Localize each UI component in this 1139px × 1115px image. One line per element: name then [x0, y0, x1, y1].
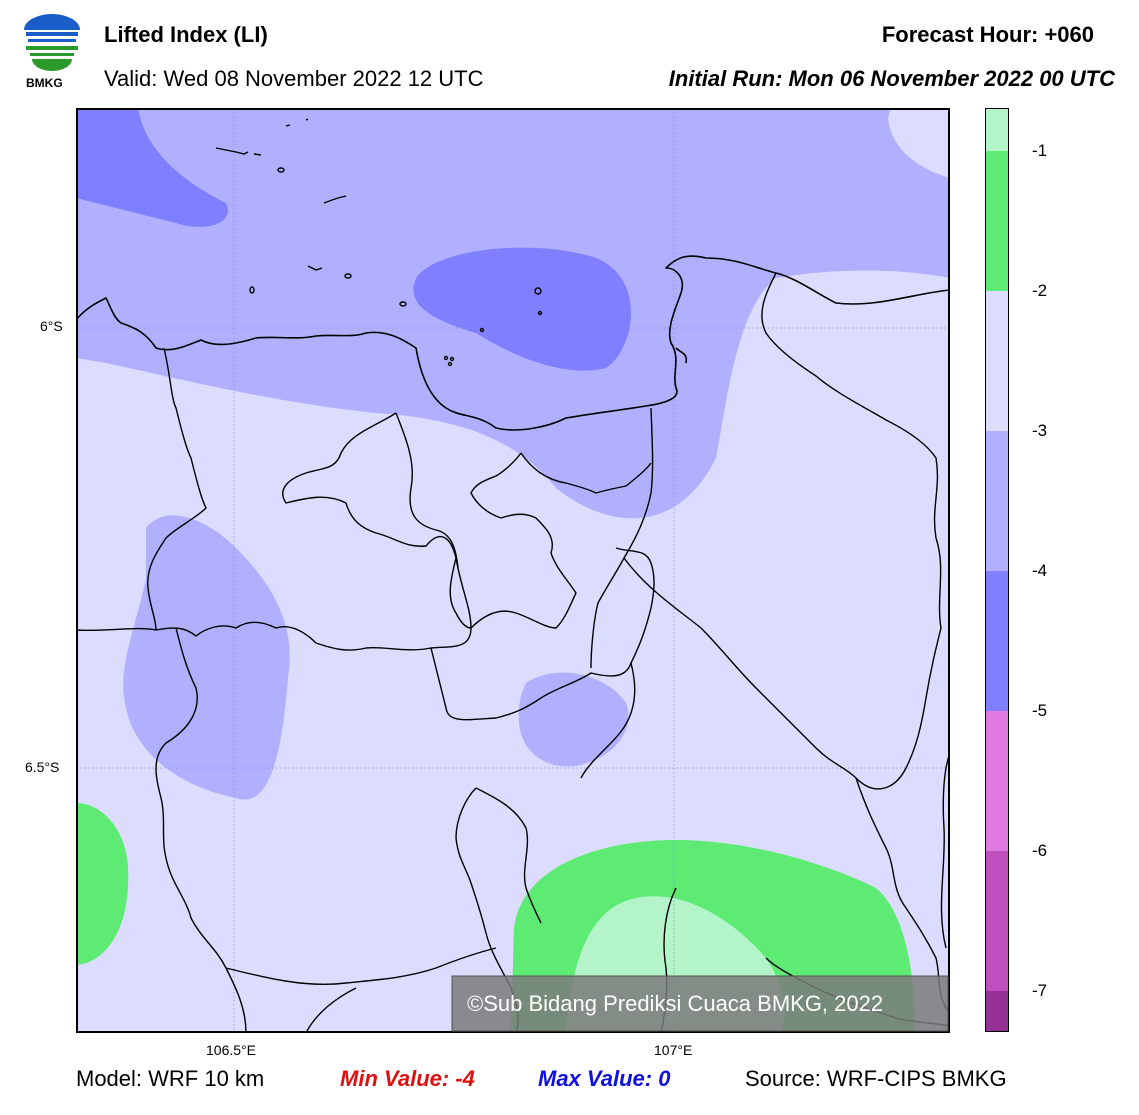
colorbar-tick-label: -6 [1032, 841, 1048, 860]
field-topleft-strong [76, 108, 228, 227]
valid-time: Valid: Wed 08 November 2022 12 UTC [104, 66, 484, 91]
forecast-hour: Forecast Hour: +060 [881, 22, 1094, 47]
field-left-blob [123, 515, 290, 800]
lon-label-106-5e: 106.5°E [206, 1042, 256, 1058]
initial-run: Initial Run: Mon 06 November 2022 00 UTC [668, 66, 1115, 91]
max-value: Max Value: 0 [538, 1066, 671, 1091]
colorbar-segment [986, 431, 1008, 571]
field-center-blob [518, 672, 629, 767]
colorbar-segment [986, 711, 1008, 851]
colorbar-tick-label: -3 [1032, 421, 1048, 440]
field-topright [888, 108, 950, 178]
source-info: Source: WRF-CIPS BMKG [745, 1066, 1007, 1091]
colorbar-tick-label: -2 [1032, 281, 1048, 300]
watermark-box [451, 975, 949, 1032]
colorbar-segment [986, 151, 1008, 291]
colorbar-segment [986, 991, 1008, 1031]
min-value: Min Value: -4 [340, 1066, 475, 1091]
colorbar-tick-label: -7 [1032, 981, 1048, 1000]
colorbar-segment [986, 109, 1008, 151]
lat-label-6-5s: 6.5°S [25, 759, 60, 775]
map-title: Lifted Index (LI) [104, 22, 268, 47]
graticule [76, 108, 950, 1033]
bmkg-logo-icon [24, 14, 80, 71]
colorbar-segment [986, 571, 1008, 711]
islands [215, 118, 543, 367]
logo-text: BMKG [26, 76, 63, 90]
colorbar-segment [986, 851, 1008, 991]
colorbar-segment [986, 291, 1008, 431]
model-info: Model: WRF 10 km [76, 1066, 265, 1091]
bmkg-logo [20, 12, 84, 78]
lifted-index-map: ©Sub Bidang Prediksi Cuaca BMKG, 2022 [76, 108, 950, 1033]
field-green-left [76, 803, 129, 965]
colorbar [985, 108, 1009, 1032]
lat-label-6s: 6°S [40, 318, 63, 334]
colorbar-tick-label: -4 [1032, 561, 1048, 580]
field-center-strong [413, 247, 631, 371]
colorbar-tick-label: -5 [1032, 701, 1048, 720]
colorbar-tick-label: -1 [1032, 141, 1048, 160]
admin-boundaries [76, 272, 950, 1033]
lon-label-107e: 107°E [654, 1042, 693, 1058]
coastline [76, 255, 950, 431]
watermark-text: ©Sub Bidang Prediksi Cuaca BMKG, 2022 [467, 991, 883, 1016]
